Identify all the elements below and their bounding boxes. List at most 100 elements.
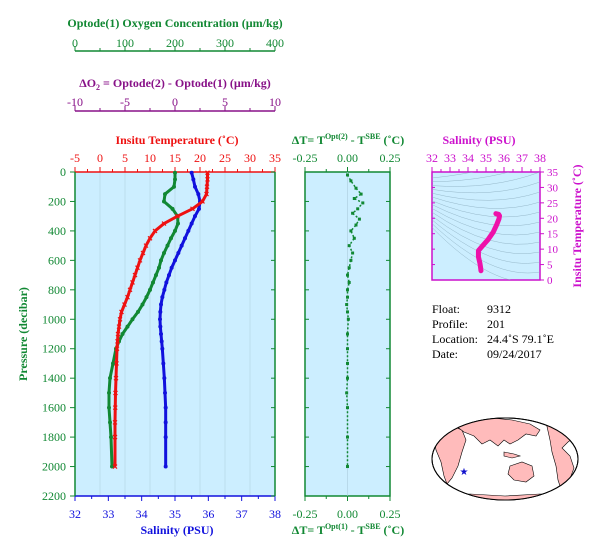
salinity-profile-point <box>158 309 163 314</box>
delta-t-point <box>346 332 349 336</box>
delta-t-series <box>345 173 365 469</box>
ts-salinity-axis-tick-label: 35 <box>480 151 492 165</box>
temperature-axis-tick-label: 25 <box>219 151 231 165</box>
oxygen-profile-point <box>107 405 111 410</box>
salinity-profile-point <box>158 324 163 329</box>
map-land-eurasia <box>449 418 541 447</box>
ts-density-contour <box>432 219 540 264</box>
ts-salinity-title: Salinity (PSU) <box>442 133 515 147</box>
delta-o2-axis-tick-label: -5 <box>120 95 130 109</box>
salinity-axis-tick-label: 38 <box>269 507 281 521</box>
location-label: Location: <box>432 332 478 346</box>
temperature-profile-line <box>113 172 209 467</box>
oxygen-profile-point <box>109 435 113 440</box>
ts-density-contour <box>432 223 540 274</box>
delta-t-point <box>346 317 350 321</box>
salinity-profile-point <box>160 346 165 351</box>
salinity-profile-point <box>186 228 191 233</box>
oxygen-axis-tick-label: 300 <box>216 36 234 50</box>
delta-t-bottom-title: ΔT= TOpt(1) - TSBE (˚C) <box>292 522 404 537</box>
temperature-profile-point <box>200 199 205 204</box>
temperature-profile-point <box>204 191 209 197</box>
salinity-profile-point <box>189 170 194 175</box>
salinity-profile-point <box>163 390 167 395</box>
oxygen-profile-point <box>125 324 130 329</box>
salinity-axis-tick-label: 34 <box>136 507 148 521</box>
salinity-axis-tick-label: 36 <box>202 507 214 521</box>
temperature-profile-point <box>204 184 210 190</box>
salinity-profile-point <box>163 464 168 469</box>
oxygen-axis-tick-label: 200 <box>166 36 184 50</box>
delta-t-axis-ticks: -0.25 0.00 0.25 -0.25 0.00 0.25 <box>293 151 401 521</box>
pressure-axis-tick-label: 1000 <box>42 312 66 326</box>
ts-salinity-axis-tick-label: 36 <box>498 151 510 165</box>
temperature-profile-point <box>119 309 124 315</box>
delta-o2-axis-tick-label: 5 <box>222 95 228 109</box>
ts-temperature-tick-label: 15 <box>547 229 559 241</box>
salinity-profile-point <box>197 206 201 211</box>
pressure-axis-tick-label: 800 <box>48 283 66 297</box>
oxygen-profile-point <box>136 309 140 314</box>
oxygen-profile-point <box>159 258 163 263</box>
delta-t-trace <box>345 174 364 467</box>
ts-temperature-tick-label: 35 <box>547 167 559 179</box>
salinity-profile-point <box>159 332 163 336</box>
delta-t-bottom-axis-tick-label: 0.00 <box>337 507 358 521</box>
oxygen-axis-tick-label: 100 <box>116 36 134 50</box>
temperature-profile-point <box>143 243 149 249</box>
ts-density-contour <box>432 215 540 254</box>
temperature-profile-point <box>205 176 210 182</box>
delta-t-point <box>346 465 349 469</box>
temperature-profile-point <box>112 464 118 469</box>
oxygen-profile-point <box>120 332 125 336</box>
ts-temperature-tick-label: 30 <box>547 182 559 194</box>
oxygen-profile-point <box>148 287 152 292</box>
salinity-axis-tick-label: 37 <box>236 507 248 521</box>
pressure-axis-tick-label: 200 <box>48 194 66 208</box>
temperature-profile-point <box>140 250 146 256</box>
oxygen-axis-tick-label: 0 <box>72 36 78 50</box>
ts-salinity-axis-tick-label: 37 <box>516 151 528 165</box>
salinity-profile-point <box>160 295 165 300</box>
temperature-profile-point <box>175 213 180 219</box>
float-info-block: Float: 9312 Profile: 201 Location: 24.4˚… <box>432 302 554 362</box>
ts-density-contour <box>432 172 474 179</box>
salinity-profile-point <box>167 273 171 278</box>
delta-o2-axis-ticks: -10 -5 0 5 10 <box>67 95 281 111</box>
salinity-axis-ticks: 32 33 34 35 36 37 38 <box>69 496 281 521</box>
oxygen-profile-point <box>169 236 173 241</box>
salinity-profile-point <box>163 405 168 410</box>
temperature-profile-point <box>147 235 153 241</box>
temperature-profile-point <box>115 338 120 344</box>
salinity-profile-point <box>193 184 197 189</box>
ts-temperature-tick-label: 0 <box>547 275 553 287</box>
temperature-profile-point <box>116 324 122 330</box>
oxygen-profile-point <box>108 420 112 425</box>
ts-series <box>475 211 502 274</box>
salinity-profile-point <box>173 258 177 263</box>
main-panel-grid <box>99 172 251 496</box>
oxygen-profile-point <box>111 361 115 366</box>
ts-density-contour <box>432 172 510 182</box>
temperature-profile-point <box>127 287 133 293</box>
pressure-axis-tick-label: 2000 <box>42 460 66 474</box>
pressure-axis-title: Pressure (decibar) <box>16 287 30 381</box>
oxygen-profile-point <box>163 192 167 197</box>
oxygen-profile-point <box>162 251 166 255</box>
salinity-profile-point <box>191 177 196 182</box>
temperature-profile-point <box>114 361 119 366</box>
temperature-axis-tick-label: 0 <box>97 151 103 165</box>
salinity-profile-point <box>196 192 201 197</box>
temperature-profile-point <box>161 221 167 226</box>
delta-t-point <box>347 280 351 284</box>
map-land-greenland <box>559 418 575 427</box>
ts-curve <box>475 211 502 274</box>
oxygen-profile-point <box>173 177 177 182</box>
oxygen-profile-point <box>154 273 158 278</box>
salinity-profile-point <box>162 287 167 292</box>
location-row: Location: 24.4˚S 79.1˚E <box>432 332 554 347</box>
ts-temperature-tick-label: 20 <box>547 213 559 225</box>
delta-t-point <box>352 197 356 201</box>
temperature-profile-point <box>152 228 158 234</box>
